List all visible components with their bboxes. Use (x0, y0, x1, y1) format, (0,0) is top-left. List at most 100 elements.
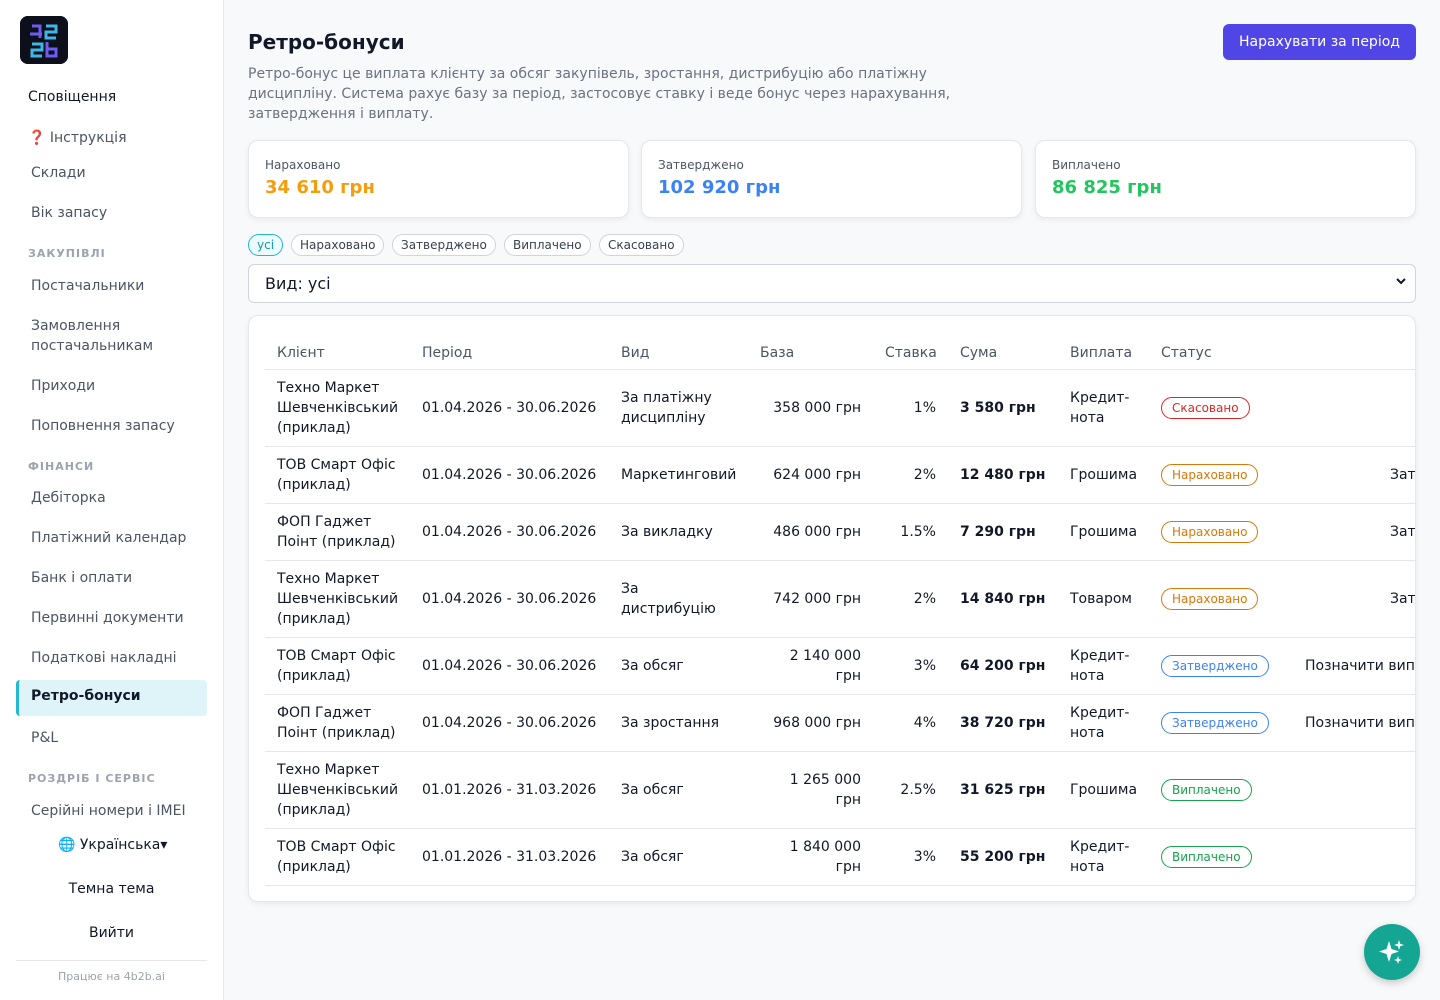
card-label: Нараховано (265, 158, 341, 172)
period-cell: 01.04.2026 - 30.06.2026 (410, 446, 609, 504)
type-cell: Маркетинговий (609, 446, 748, 504)
status-cell: Затверджено (1149, 637, 1293, 695)
card-label: Затверджено (658, 158, 744, 172)
period-cell: 01.04.2026 - 30.06.2026 (410, 369, 609, 447)
column-type[interactable]: Вид (609, 332, 748, 370)
retro-bonus-table: Клієнт Період Вид База Ставка Сума Випла… (265, 332, 1416, 886)
status-badge: Затверджено (1161, 654, 1269, 677)
sidebar-item-receivables[interactable]: Дебіторка (31, 490, 106, 506)
card-value: 86 825 грн (1052, 177, 1162, 198)
client-cell: ФОП Гаджет Поінт (приклад) (265, 503, 410, 561)
status-badge: Скасовано (1161, 396, 1250, 419)
sidebar-item-tax-invoices[interactable]: Податкові накладні (31, 650, 177, 666)
chevron-down-icon (1395, 275, 1407, 291)
dark-theme-button[interactable]: Темна тема (68, 881, 155, 897)
sidebar-item-suppliers[interactable]: Постачальники (31, 278, 145, 294)
status-cell: Виплачено (1149, 751, 1293, 829)
sidebar-item-receipts[interactable]: Приходи (31, 378, 96, 394)
action-cell (1293, 751, 1415, 829)
filter-chip-accrued[interactable]: Нараховано (291, 234, 385, 256)
column-status[interactable]: Статус (1149, 332, 1293, 370)
column-period[interactable]: Період (410, 332, 609, 370)
filter-chip-paid[interactable]: Виплачено (504, 234, 591, 256)
sidebar-item-supplier-orders[interactable]: Замовлення постачальникам (31, 318, 154, 354)
sidebar-item-instruction[interactable]: ❓ Інструкція (28, 130, 127, 146)
period-cell: 01.01.2026 - 31.03.2026 (410, 828, 609, 886)
card-label: Виплачено (1052, 158, 1121, 172)
client-cell: Техно Маркет Шевченківський (приклад) (265, 560, 410, 638)
period-cell: 01.04.2026 - 30.06.2026 (410, 560, 609, 638)
client-cell: Техно Маркет Шевченківський (приклад) (265, 751, 410, 829)
sum-cell: 7 290 грн (948, 503, 1058, 561)
status-cell: Скасовано (1149, 369, 1293, 447)
sidebar-item-pnl[interactable]: P&L (31, 730, 59, 746)
action-cell: Позначити виплату (1293, 694, 1415, 752)
sidebar-item-label: Ретро-бонуси (31, 688, 141, 704)
type-select[interactable]: Вид: усі (248, 264, 1416, 303)
type-cell: За обсяг (609, 751, 748, 829)
period-cell: 01.04.2026 - 30.06.2026 (410, 694, 609, 752)
table-row[interactable]: ФОП Гаджет Поінт (приклад) 01.04.2026 - 3… (265, 503, 1416, 561)
sidebar-item-serial-numbers[interactable]: Серійні номери і IMEI (31, 803, 186, 819)
filter-chip-all[interactable]: усі (248, 234, 284, 256)
table-row[interactable]: Техно Маркет Шевченківський (приклад) 01.… (265, 560, 1416, 638)
payout-cell: Кредит-нота (1058, 637, 1149, 695)
sum-cell: 14 840 грн (948, 560, 1058, 638)
base-cell: 742 000 грн (748, 560, 873, 638)
row-action-button[interactable]: Позначити виплату (1305, 657, 1415, 674)
row-action-button[interactable]: Затвердити (1390, 466, 1416, 483)
app-logo[interactable] (20, 16, 68, 64)
card-value: 34 610 грн (265, 177, 375, 198)
column-rate[interactable]: Ставка (873, 332, 948, 370)
client-cell: ТОВ Смарт Офіс (приклад) (265, 637, 410, 695)
logout-button[interactable]: Вийти (88, 925, 135, 941)
status-badge: Нараховано (1161, 587, 1259, 610)
status-badge: Затверджено (1161, 711, 1269, 734)
retro-bonus-table-card: Клієнт Період Вид База Ставка Сума Випла… (248, 315, 1416, 902)
table-row[interactable]: ТОВ Смарт Офіс (приклад) 01.01.2026 - 31.… (265, 828, 1415, 886)
sidebar-item-stock-age[interactable]: Вік запасу (31, 205, 108, 221)
table-row[interactable]: ТОВ Смарт Офіс (приклад) 01.04.2026 - 30.… (265, 446, 1416, 504)
column-base[interactable]: База (748, 332, 873, 370)
status-badge: Нараховано (1161, 520, 1259, 543)
card-value: 102 920 грн (658, 177, 781, 198)
accrue-period-button[interactable]: Нарахувати за період (1223, 24, 1416, 60)
sidebar-item-primary-documents[interactable]: Первинні документи (31, 610, 184, 626)
table-row[interactable]: Техно Маркет Шевченківський (приклад) 01.… (265, 369, 1415, 447)
column-client[interactable]: Клієнт (265, 332, 410, 370)
row-action-button[interactable]: Затвердити (1390, 523, 1416, 540)
row-action-button[interactable]: Позначити виплату (1305, 714, 1415, 731)
ai-assistant-button[interactable] (1364, 924, 1420, 980)
sidebar-item-notifications[interactable]: Сповіщення (28, 89, 117, 105)
rate-cell: 2% (873, 560, 948, 638)
column-payout[interactable]: Виплата (1058, 332, 1149, 370)
powered-by: Працює на 4b2b.ai (58, 970, 165, 983)
filter-chip-approved[interactable]: Затверджено (392, 234, 496, 256)
column-sum[interactable]: Сума (948, 332, 1058, 370)
sidebar-item-warehouses[interactable]: Склади (31, 165, 86, 181)
page-description: Ретро-бонус це виплата клієнту за обсяг … (248, 66, 951, 122)
payout-cell: Грошима (1058, 503, 1149, 561)
payout-cell: Кредит-нота (1058, 694, 1149, 752)
sidebar-item-retro-bonuses[interactable]: Ретро-бонуси (16, 680, 207, 716)
sidebar-item-payment-calendar[interactable]: Платіжний календар (31, 530, 187, 546)
sidebar-item-bank-payments[interactable]: Банк і оплати (31, 570, 133, 586)
sum-cell: 31 625 грн (948, 751, 1058, 829)
sidebar-item-replenishment[interactable]: Поповнення запасу (31, 418, 175, 434)
summary-card-accrued: Нараховано 34 610 грн (248, 140, 629, 218)
sum-cell: 64 200 грн (948, 637, 1058, 695)
rate-cell: 3% (873, 637, 948, 695)
type-cell: За платіжну дисципліну (609, 369, 748, 447)
row-action-button[interactable]: Затвердити (1390, 590, 1416, 607)
status-badge: Нараховано (1161, 463, 1259, 486)
rate-cell: 1% (873, 369, 948, 447)
table-row[interactable]: Техно Маркет Шевченківський (приклад) 01.… (265, 751, 1415, 829)
table-row[interactable]: ФОП Гаджет Поінт (приклад) 01.04.2026 - 3… (265, 694, 1415, 752)
table-header-row: Клієнт Період Вид База Ставка Сума Випла… (265, 332, 1415, 370)
language-selector[interactable]: 🌐 Українська▾ (58, 837, 168, 853)
table-row[interactable]: ТОВ Смарт Офіс (приклад) 01.04.2026 - 30.… (265, 637, 1415, 695)
filter-chip-cancelled[interactable]: Скасовано (599, 234, 684, 256)
base-cell: 358 000 грн (748, 369, 873, 447)
sidebar-section-finance: ФІНАНСИ (28, 460, 95, 473)
action-cell (1293, 369, 1415, 447)
